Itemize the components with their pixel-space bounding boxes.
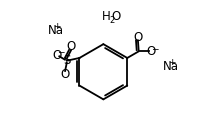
Text: +: + xyxy=(53,22,61,31)
Text: O: O xyxy=(146,45,156,58)
Text: O: O xyxy=(60,68,70,81)
Text: O: O xyxy=(133,31,143,44)
Text: H: H xyxy=(101,10,110,23)
Text: +: + xyxy=(168,58,175,67)
Text: S: S xyxy=(63,54,71,67)
Text: Na: Na xyxy=(163,60,179,73)
Text: O: O xyxy=(112,10,121,23)
Text: −: − xyxy=(151,44,158,53)
Text: −: − xyxy=(57,48,64,57)
Text: O: O xyxy=(52,49,61,62)
Text: O: O xyxy=(66,40,75,53)
Text: Na: Na xyxy=(48,24,64,37)
Text: 2: 2 xyxy=(109,15,114,25)
